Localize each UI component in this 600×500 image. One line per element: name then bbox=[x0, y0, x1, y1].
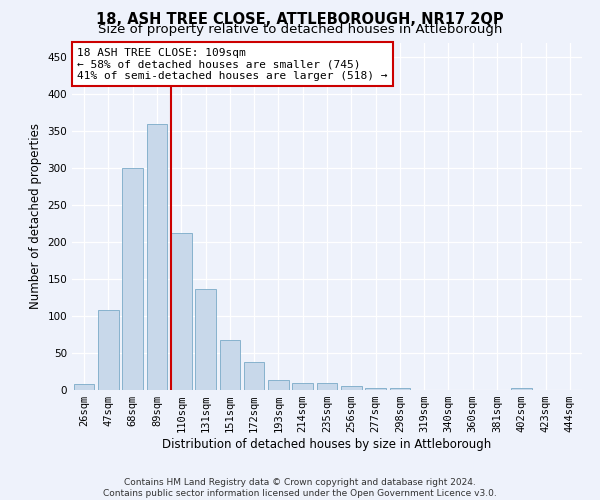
X-axis label: Distribution of detached houses by size in Attleborough: Distribution of detached houses by size … bbox=[163, 438, 491, 451]
Bar bbox=[171, 234, 191, 390]
Bar bbox=[74, 384, 94, 390]
Text: 18 ASH TREE CLOSE: 109sqm
← 58% of detached houses are smaller (745)
41% of semi: 18 ASH TREE CLOSE: 109sqm ← 58% of detac… bbox=[77, 48, 388, 81]
Bar bbox=[195, 288, 216, 390]
Bar bbox=[244, 362, 265, 390]
Text: Size of property relative to detached houses in Attleborough: Size of property relative to detached ho… bbox=[98, 22, 502, 36]
Bar bbox=[98, 310, 119, 390]
Bar bbox=[341, 386, 362, 390]
Text: 18, ASH TREE CLOSE, ATTLEBOROUGH, NR17 2QP: 18, ASH TREE CLOSE, ATTLEBOROUGH, NR17 2… bbox=[96, 12, 504, 28]
Y-axis label: Number of detached properties: Number of detached properties bbox=[29, 123, 42, 309]
Bar bbox=[365, 388, 386, 390]
Bar bbox=[292, 382, 313, 390]
Bar bbox=[317, 384, 337, 390]
Bar bbox=[511, 388, 532, 390]
Bar bbox=[389, 388, 410, 390]
Bar bbox=[220, 340, 240, 390]
Bar bbox=[268, 380, 289, 390]
Bar bbox=[146, 124, 167, 390]
Text: Contains HM Land Registry data © Crown copyright and database right 2024.
Contai: Contains HM Land Registry data © Crown c… bbox=[103, 478, 497, 498]
Bar bbox=[122, 168, 143, 390]
